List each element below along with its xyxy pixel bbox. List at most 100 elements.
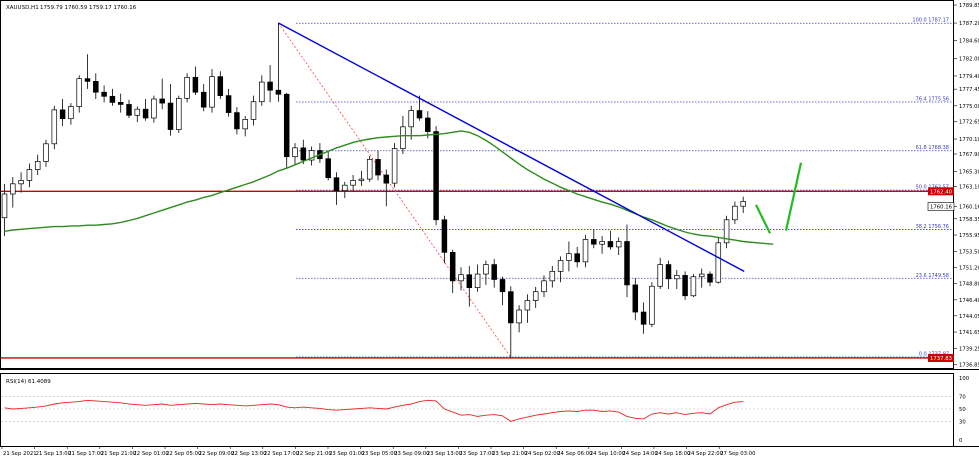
rsi-tick-label: 0 xyxy=(959,438,963,444)
bull-candle xyxy=(715,242,722,283)
symbol-label: XAUUSD,H1 xyxy=(6,5,39,11)
bull-candle xyxy=(10,183,16,195)
bull-candle xyxy=(458,274,464,282)
rsi-level-lines xyxy=(1,396,953,422)
time-tick-label: 22 Sep 01:00 xyxy=(133,451,169,457)
rsi-tick-label: 100 xyxy=(959,376,970,382)
bear-candle xyxy=(682,275,688,297)
price-tick-label: 1777.45 xyxy=(959,87,979,93)
bear-candle xyxy=(192,76,199,93)
bull-candle xyxy=(516,309,522,324)
time-tick-label: 24 Sep 14:00 xyxy=(622,451,658,457)
resistance-price-box xyxy=(928,187,954,196)
bull-candle xyxy=(657,264,663,287)
bear-candle xyxy=(574,253,580,263)
bear-candle xyxy=(159,98,165,104)
time-tick-label: 23 Sep 09:00 xyxy=(394,451,430,457)
bear-candle xyxy=(508,291,514,324)
time-tick-label: 22 Sep 13:00 xyxy=(231,451,267,457)
bear-candle xyxy=(591,239,597,245)
bear-candle xyxy=(425,117,431,132)
bear-candle xyxy=(167,102,174,130)
bear-candle xyxy=(433,131,439,221)
bull-candle xyxy=(566,253,572,261)
bear-candle xyxy=(217,76,224,96)
bull-candle xyxy=(674,275,680,280)
bull-candle xyxy=(68,106,74,120)
bull-candle xyxy=(134,108,141,116)
bear-candle xyxy=(93,81,99,93)
main-chart-frame xyxy=(0,0,954,369)
projection-down-leg xyxy=(755,204,771,234)
rsi-panel-frame xyxy=(0,373,954,447)
time-tick-label: 23 Sep 05:00 xyxy=(362,451,398,457)
time-tick-label: 23 Sep 21:00 xyxy=(492,451,528,457)
time-tick-label: 24 Sep 10:00 xyxy=(590,451,626,457)
resistance-price-label: 1762.40 xyxy=(930,189,953,195)
bull-candle xyxy=(541,280,547,293)
bear-candle xyxy=(234,112,240,130)
current-price-label: 1760.16 xyxy=(930,204,953,210)
time-tick-label: 24 Sep 22:00 xyxy=(688,451,724,457)
bull-candle xyxy=(408,110,414,128)
bear-candle xyxy=(117,102,124,105)
time-tick-label: 22 Sep 05:00 xyxy=(166,451,202,457)
bear-candle xyxy=(624,241,630,286)
fib-level-label: 76.4 1775.56 xyxy=(916,97,949,103)
bear-candle xyxy=(383,174,390,184)
bull-candle xyxy=(740,201,746,207)
bull-candle xyxy=(582,239,589,263)
time-tick-label: 24 Sep 02:00 xyxy=(525,451,561,457)
bear-candle xyxy=(325,158,331,179)
price-tick-label: 1784.60 xyxy=(959,39,979,45)
bear-candle xyxy=(491,264,497,280)
price-tick-label: 1736.85 xyxy=(959,363,979,369)
bull-candle xyxy=(483,264,489,275)
bear-candle xyxy=(466,274,473,288)
bull-candle xyxy=(209,76,215,108)
price-tick-label: 1770.10 xyxy=(959,137,979,143)
time-tick-label: 22 Sep 09:00 xyxy=(199,451,235,457)
bull-candle xyxy=(557,260,564,272)
bull-candle xyxy=(549,270,556,282)
bull-candle xyxy=(342,184,348,191)
price-tick-label: 1751.20 xyxy=(959,265,979,271)
price-tick-label: 1741.65 xyxy=(959,330,979,336)
price-tick-label: 1779.40 xyxy=(959,74,979,80)
bear-candle xyxy=(707,273,713,283)
bull-candle xyxy=(259,81,265,103)
bull-candle xyxy=(76,78,82,107)
bear-candle xyxy=(441,219,448,253)
bear-candle xyxy=(632,284,639,313)
bull-candle xyxy=(292,147,298,158)
bull-candle xyxy=(1,193,8,219)
fib-level-label: 61.8 1768.38 xyxy=(916,145,949,151)
fib-level-label: 38.2 1756.76 xyxy=(916,224,949,230)
support-price-label: 1737.83 xyxy=(930,356,952,362)
bear-candle xyxy=(300,147,307,161)
bear-candle xyxy=(449,251,456,282)
time-tick-label: 23 Sep 17:00 xyxy=(459,451,495,457)
time-tick-label: 22 Sep 17:00 xyxy=(264,451,300,457)
price-tick-label: 1767.90 xyxy=(959,152,979,158)
price-tick-label: 1739.25 xyxy=(959,346,979,352)
bull-candle xyxy=(51,109,58,145)
rsi-tick-label: 50 xyxy=(959,407,966,413)
bull-candle xyxy=(732,205,738,221)
bull-candle xyxy=(474,273,481,288)
price-axis: 1789.85 1787.20 1784.60 1782.00 1779.40 1777.… xyxy=(927,3,979,369)
bear-candle xyxy=(665,264,672,280)
moving-average-line xyxy=(4,130,774,245)
fib-diagonal-line xyxy=(278,22,512,358)
rsi-axis: 100 70 50 30 0 xyxy=(959,376,970,444)
candlestick-series xyxy=(1,23,746,358)
bear-candle xyxy=(225,95,232,113)
time-tick-label: 23 Sep 13:00 xyxy=(427,451,463,457)
bull-candle xyxy=(599,241,605,245)
support-price-box xyxy=(928,353,954,362)
price-tick-label: 1758.35 xyxy=(959,217,979,223)
price-tick-label: 1748.80 xyxy=(959,282,979,288)
